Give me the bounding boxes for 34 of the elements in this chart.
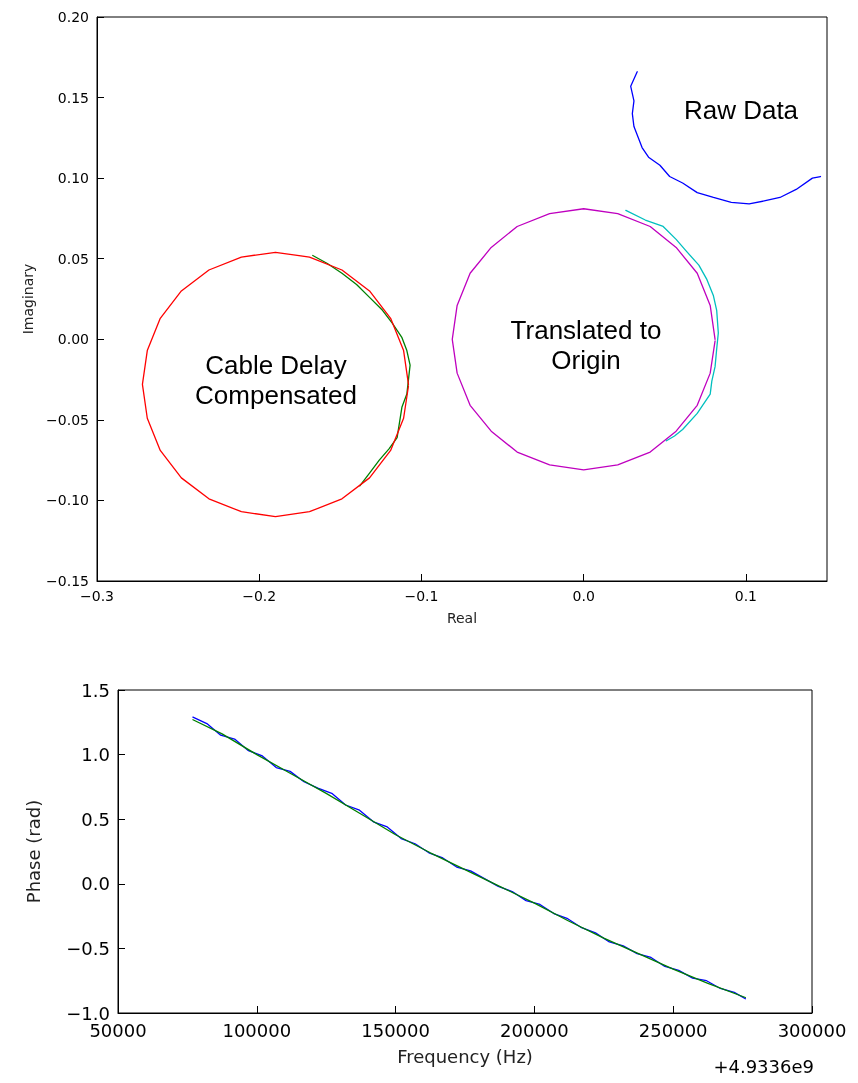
y-tick-label: 0.0: [81, 873, 110, 895]
x-tick-label: 0.0: [572, 588, 595, 604]
y-tick-label: −0.5: [66, 937, 110, 959]
y-tick-label: 1.5: [81, 679, 110, 701]
x-tick-label: 100000: [222, 1019, 292, 1041]
x-axis-title: Frequency (Hz): [397, 1045, 533, 1067]
y-tick-label: 0.5: [81, 808, 110, 830]
line-series: [630, 71, 822, 205]
y-tick-label: 0.00: [57, 331, 89, 348]
y-tick-label: 1.0: [81, 744, 110, 766]
annotation: Raw Data: [683, 95, 799, 125]
x-tick-label: 0.1: [734, 588, 758, 604]
y-tick-label: −0.10: [46, 492, 89, 509]
x-tick-label: 300000: [777, 1019, 847, 1041]
line-series: [451, 208, 716, 471]
x-tick-label: 250000: [638, 1019, 708, 1041]
text: +4.9336e9: [713, 1055, 814, 1077]
y-tick-label: 0.15: [57, 89, 89, 106]
x-tick-label: 150000: [361, 1019, 430, 1041]
x-tick-label: 200000: [500, 1019, 569, 1041]
y-tick-label: 0.20: [57, 9, 89, 25]
line-series: [141, 251, 410, 518]
y-tick-label: 0.10: [57, 170, 89, 187]
annotation: Cable Delay Compensated: [195, 350, 357, 410]
y-axis-title: Phase (rad): [22, 799, 44, 904]
y-tick-label: −0.05: [46, 411, 89, 428]
annotation: Translated to Origin: [510, 315, 662, 375]
x-tick-label: −0.1: [404, 588, 439, 604]
y-tick-label: −0.15: [46, 573, 89, 589]
x-tick-label: −0.2: [242, 588, 277, 604]
y-axis-title: Imaginary: [20, 263, 36, 335]
y-tick-label: 0.05: [57, 250, 89, 267]
x-axis-title: Real: [446, 610, 478, 626]
x-tick-label: −0.3: [80, 588, 114, 604]
